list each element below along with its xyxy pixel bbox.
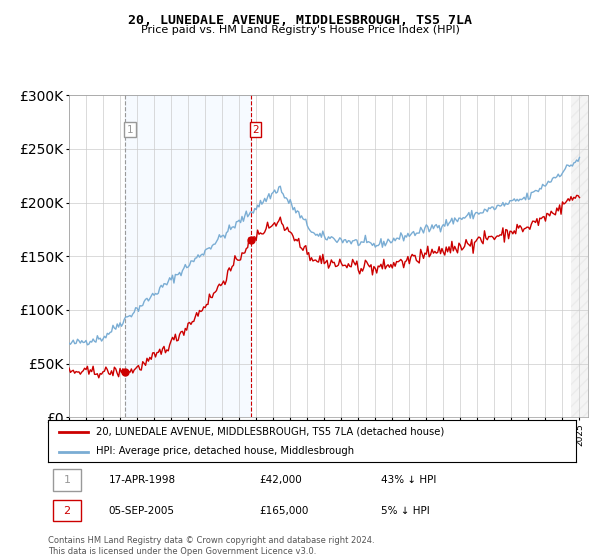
Text: 20, LUNEDALE AVENUE, MIDDLESBROUGH, TS5 7LA (detached house): 20, LUNEDALE AVENUE, MIDDLESBROUGH, TS5 … (95, 427, 444, 437)
Text: Price paid vs. HM Land Registry's House Price Index (HPI): Price paid vs. HM Land Registry's House … (140, 25, 460, 35)
Text: Contains HM Land Registry data © Crown copyright and database right 2024.
This d: Contains HM Land Registry data © Crown c… (48, 536, 374, 556)
Text: 43% ↓ HPI: 43% ↓ HPI (380, 475, 436, 485)
Text: 2: 2 (252, 124, 259, 134)
Text: 1: 1 (127, 124, 133, 134)
Bar (125, 95, 251, 417)
Text: 5% ↓ HPI: 5% ↓ HPI (380, 506, 430, 516)
Text: 05-SEP-2005: 05-SEP-2005 (109, 506, 175, 516)
Text: HPI: Average price, detached house, Middlesbrough: HPI: Average price, detached house, Midd… (95, 446, 353, 456)
Bar (571, 95, 588, 417)
Text: £42,000: £42,000 (259, 475, 302, 485)
Text: 2: 2 (64, 506, 71, 516)
Text: 20, LUNEDALE AVENUE, MIDDLESBROUGH, TS5 7LA: 20, LUNEDALE AVENUE, MIDDLESBROUGH, TS5 … (128, 14, 472, 27)
Text: 1: 1 (64, 475, 71, 485)
Text: 17-APR-1998: 17-APR-1998 (109, 475, 176, 485)
Text: £165,000: £165,000 (259, 506, 308, 516)
Bar (53, 500, 81, 521)
Bar (53, 469, 81, 491)
